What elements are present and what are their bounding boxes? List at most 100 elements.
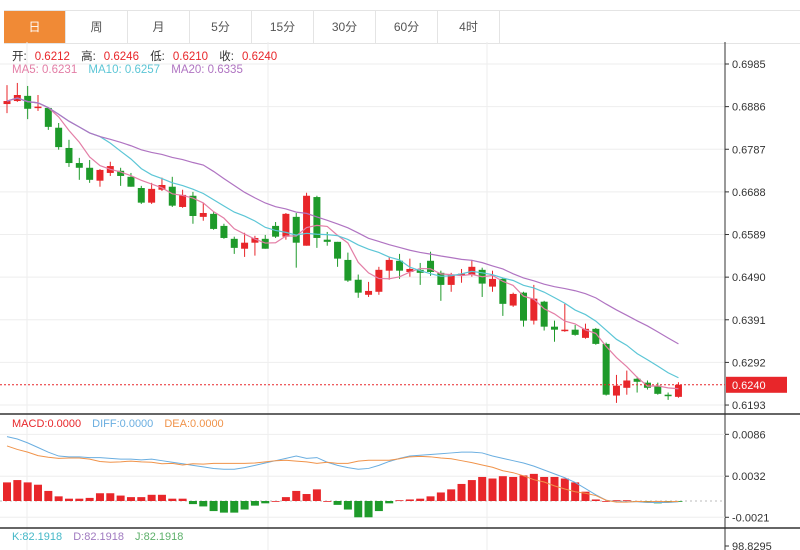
- candle: [334, 241, 342, 267]
- tab-0[interactable]: 日: [4, 11, 66, 43]
- macd-bar: [13, 480, 22, 501]
- low-label: 低:: [150, 51, 165, 63]
- open-value: 0.6212: [34, 51, 70, 63]
- candle-body: [179, 194, 187, 207]
- tab-5[interactable]: 30分: [314, 11, 376, 43]
- macd-bar: [436, 492, 445, 501]
- macd-bar: [529, 473, 538, 501]
- candle: [199, 202, 207, 221]
- tab-6[interactable]: 60分: [376, 11, 438, 43]
- candle-body: [168, 186, 176, 206]
- macd-bar: [519, 475, 528, 501]
- candle-body: [427, 260, 435, 272]
- period-tabs: 日周月 5分 15分 30分 60分 4时: [4, 10, 800, 44]
- tab-4[interactable]: 15分: [252, 11, 314, 43]
- candle: [241, 232, 249, 257]
- candle-body: [117, 170, 125, 176]
- candle: [571, 324, 579, 336]
- macd-bar: [560, 478, 569, 501]
- macd-bar: [333, 501, 342, 505]
- candle-body: [581, 328, 589, 338]
- candle: [602, 342, 610, 396]
- candle-body: [189, 195, 197, 217]
- candle-body: [44, 107, 52, 127]
- candle: [592, 327, 600, 345]
- candle: [674, 382, 682, 398]
- macd-bar: [240, 501, 249, 510]
- candle: [292, 212, 300, 268]
- macd-bar: [147, 494, 156, 501]
- candle-body: [251, 237, 259, 243]
- candle: [282, 212, 290, 240]
- tab-7[interactable]: 4时: [438, 11, 500, 43]
- candle: [117, 167, 125, 186]
- candle: [344, 252, 352, 282]
- candle-body: [199, 212, 207, 217]
- macd-bar: [230, 501, 239, 513]
- macd-bar: [281, 497, 290, 501]
- macd-bar: [188, 501, 197, 505]
- dea-line: [6, 445, 679, 503]
- macd-bar: [44, 490, 53, 501]
- candle-body: [303, 195, 311, 246]
- candle: [581, 323, 589, 339]
- candle: [385, 256, 393, 280]
- candle-body: [3, 101, 11, 105]
- candle: [55, 122, 63, 150]
- macd-bar: [106, 493, 115, 501]
- close-value: 0.6240: [241, 51, 278, 63]
- ma20-line: [6, 97, 679, 345]
- candle: [3, 85, 11, 114]
- candle-body: [530, 298, 538, 321]
- candle-body: [396, 260, 404, 271]
- open-label: 开:: [12, 51, 27, 63]
- candle-body: [354, 279, 362, 293]
- candle: [427, 251, 435, 276]
- macd-bar: [292, 490, 301, 501]
- candle-body: [406, 268, 414, 272]
- macd-value: MACD:0.0000: [12, 418, 82, 430]
- macd-bar: [622, 500, 631, 502]
- candle-body: [458, 273, 466, 276]
- candle: [220, 223, 228, 239]
- macd-bar: [178, 498, 187, 501]
- tab-3[interactable]: 5分: [190, 11, 252, 43]
- candle-body: [602, 343, 610, 395]
- price-axis-label: 0.6391: [732, 315, 766, 327]
- candle-body: [334, 241, 342, 259]
- diff-line: [6, 436, 679, 504]
- candle-body: [550, 326, 558, 330]
- macd-bar: [85, 497, 94, 501]
- candle: [75, 157, 83, 180]
- candle-body: [375, 269, 383, 292]
- candle-body: [65, 147, 73, 164]
- macd-axis-label: 0.0032: [732, 471, 766, 483]
- high-label: 高:: [81, 51, 96, 63]
- candle-body: [385, 259, 393, 271]
- candle: [643, 380, 651, 390]
- ma-legend: MA5: 0.6231 MA10: 0.6257 MA20: 0.6335: [12, 64, 251, 76]
- candle-body: [344, 259, 352, 281]
- candle-body: [96, 169, 104, 181]
- candle: [168, 176, 176, 207]
- candle: [261, 234, 269, 249]
- price-axis-label: 0.6193: [732, 400, 766, 412]
- candle-body: [272, 225, 280, 237]
- candle-body: [261, 238, 269, 249]
- macd-bar: [209, 501, 218, 512]
- candle-body: [220, 225, 228, 238]
- macd-axis-label: -0.0021: [732, 512, 769, 524]
- price-axis-label: 0.6589: [732, 230, 766, 242]
- macd-axis-label: 0.0086: [732, 429, 766, 441]
- macd-bar: [261, 501, 270, 504]
- macd-bar: [509, 476, 518, 501]
- j-value: J:82.1918: [135, 531, 184, 543]
- tab-2[interactable]: 月: [128, 11, 190, 43]
- ma10-line: [6, 97, 679, 379]
- tab-1[interactable]: 周: [66, 11, 128, 43]
- high-value: 0.6246: [103, 51, 139, 63]
- candle: [96, 169, 104, 187]
- candle-body: [24, 95, 32, 109]
- dea-value: DEA:0.0000: [164, 418, 224, 430]
